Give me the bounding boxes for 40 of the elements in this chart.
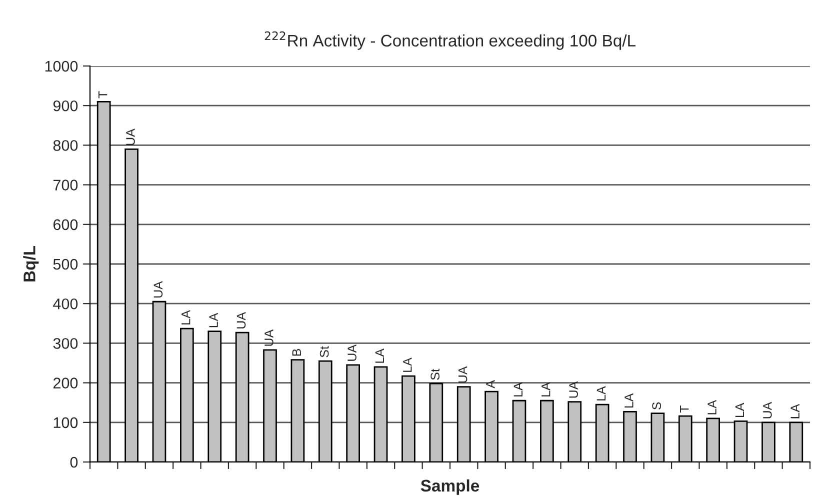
x-axis-title: Sample [420, 479, 480, 495]
y-tick-label: 900 [53, 100, 78, 112]
y-tick-label: 100 [54, 417, 78, 428]
x-tick-label: St [430, 368, 440, 380]
y-tick-label: 500 [53, 258, 78, 270]
x-tick-label: B [292, 348, 301, 356]
x-tick-label: S [652, 402, 662, 410]
x-tick-label: UA [763, 402, 772, 418]
x-tick-label: LA [624, 393, 634, 408]
x-tick-label: LA [542, 382, 550, 396]
x-tick-label: A [486, 380, 495, 388]
x-tick-label: T [98, 91, 108, 98]
y-tick-label: 1000 [45, 60, 78, 72]
x-tick-label: LA [182, 310, 190, 324]
y-tick-label: 400 [53, 298, 78, 310]
x-tick-label: LA [403, 358, 412, 372]
x-tick-label: LA [708, 400, 716, 414]
x-tick-label: LA [514, 382, 522, 396]
y-tick-label: 0 [70, 456, 78, 468]
x-tick-label: LA [375, 348, 384, 363]
x-tick-label: UA [458, 366, 468, 383]
x-tick-label: LA [790, 404, 800, 418]
y-tick-label: 300 [53, 338, 78, 349]
y-axis-title: Bq/L [23, 246, 39, 282]
x-tick-label: LA [596, 386, 606, 400]
y-tick-label: 700 [53, 180, 78, 190]
x-tick-label: UA [264, 329, 274, 346]
x-tick-label: LA [209, 312, 218, 328]
x-tick-label: UA [154, 281, 163, 298]
y-tick-label: 800 [53, 140, 78, 151]
x-tick-label: UA [348, 344, 356, 361]
x-tick-label: T [680, 406, 689, 413]
x-tick-label: St [320, 346, 329, 358]
x-tick-label: LA [735, 402, 744, 418]
y-tick-label: 200 [53, 378, 78, 388]
y-tick-label: 600 [53, 219, 78, 230]
x-tick-label: UA [236, 312, 246, 328]
x-tick-label: UA [126, 128, 135, 146]
x-tick-label: UA [569, 381, 578, 398]
chart-title: $^{222}$Rn Activity - Concentration exceeding 100 Bq/L [264, 31, 636, 50]
